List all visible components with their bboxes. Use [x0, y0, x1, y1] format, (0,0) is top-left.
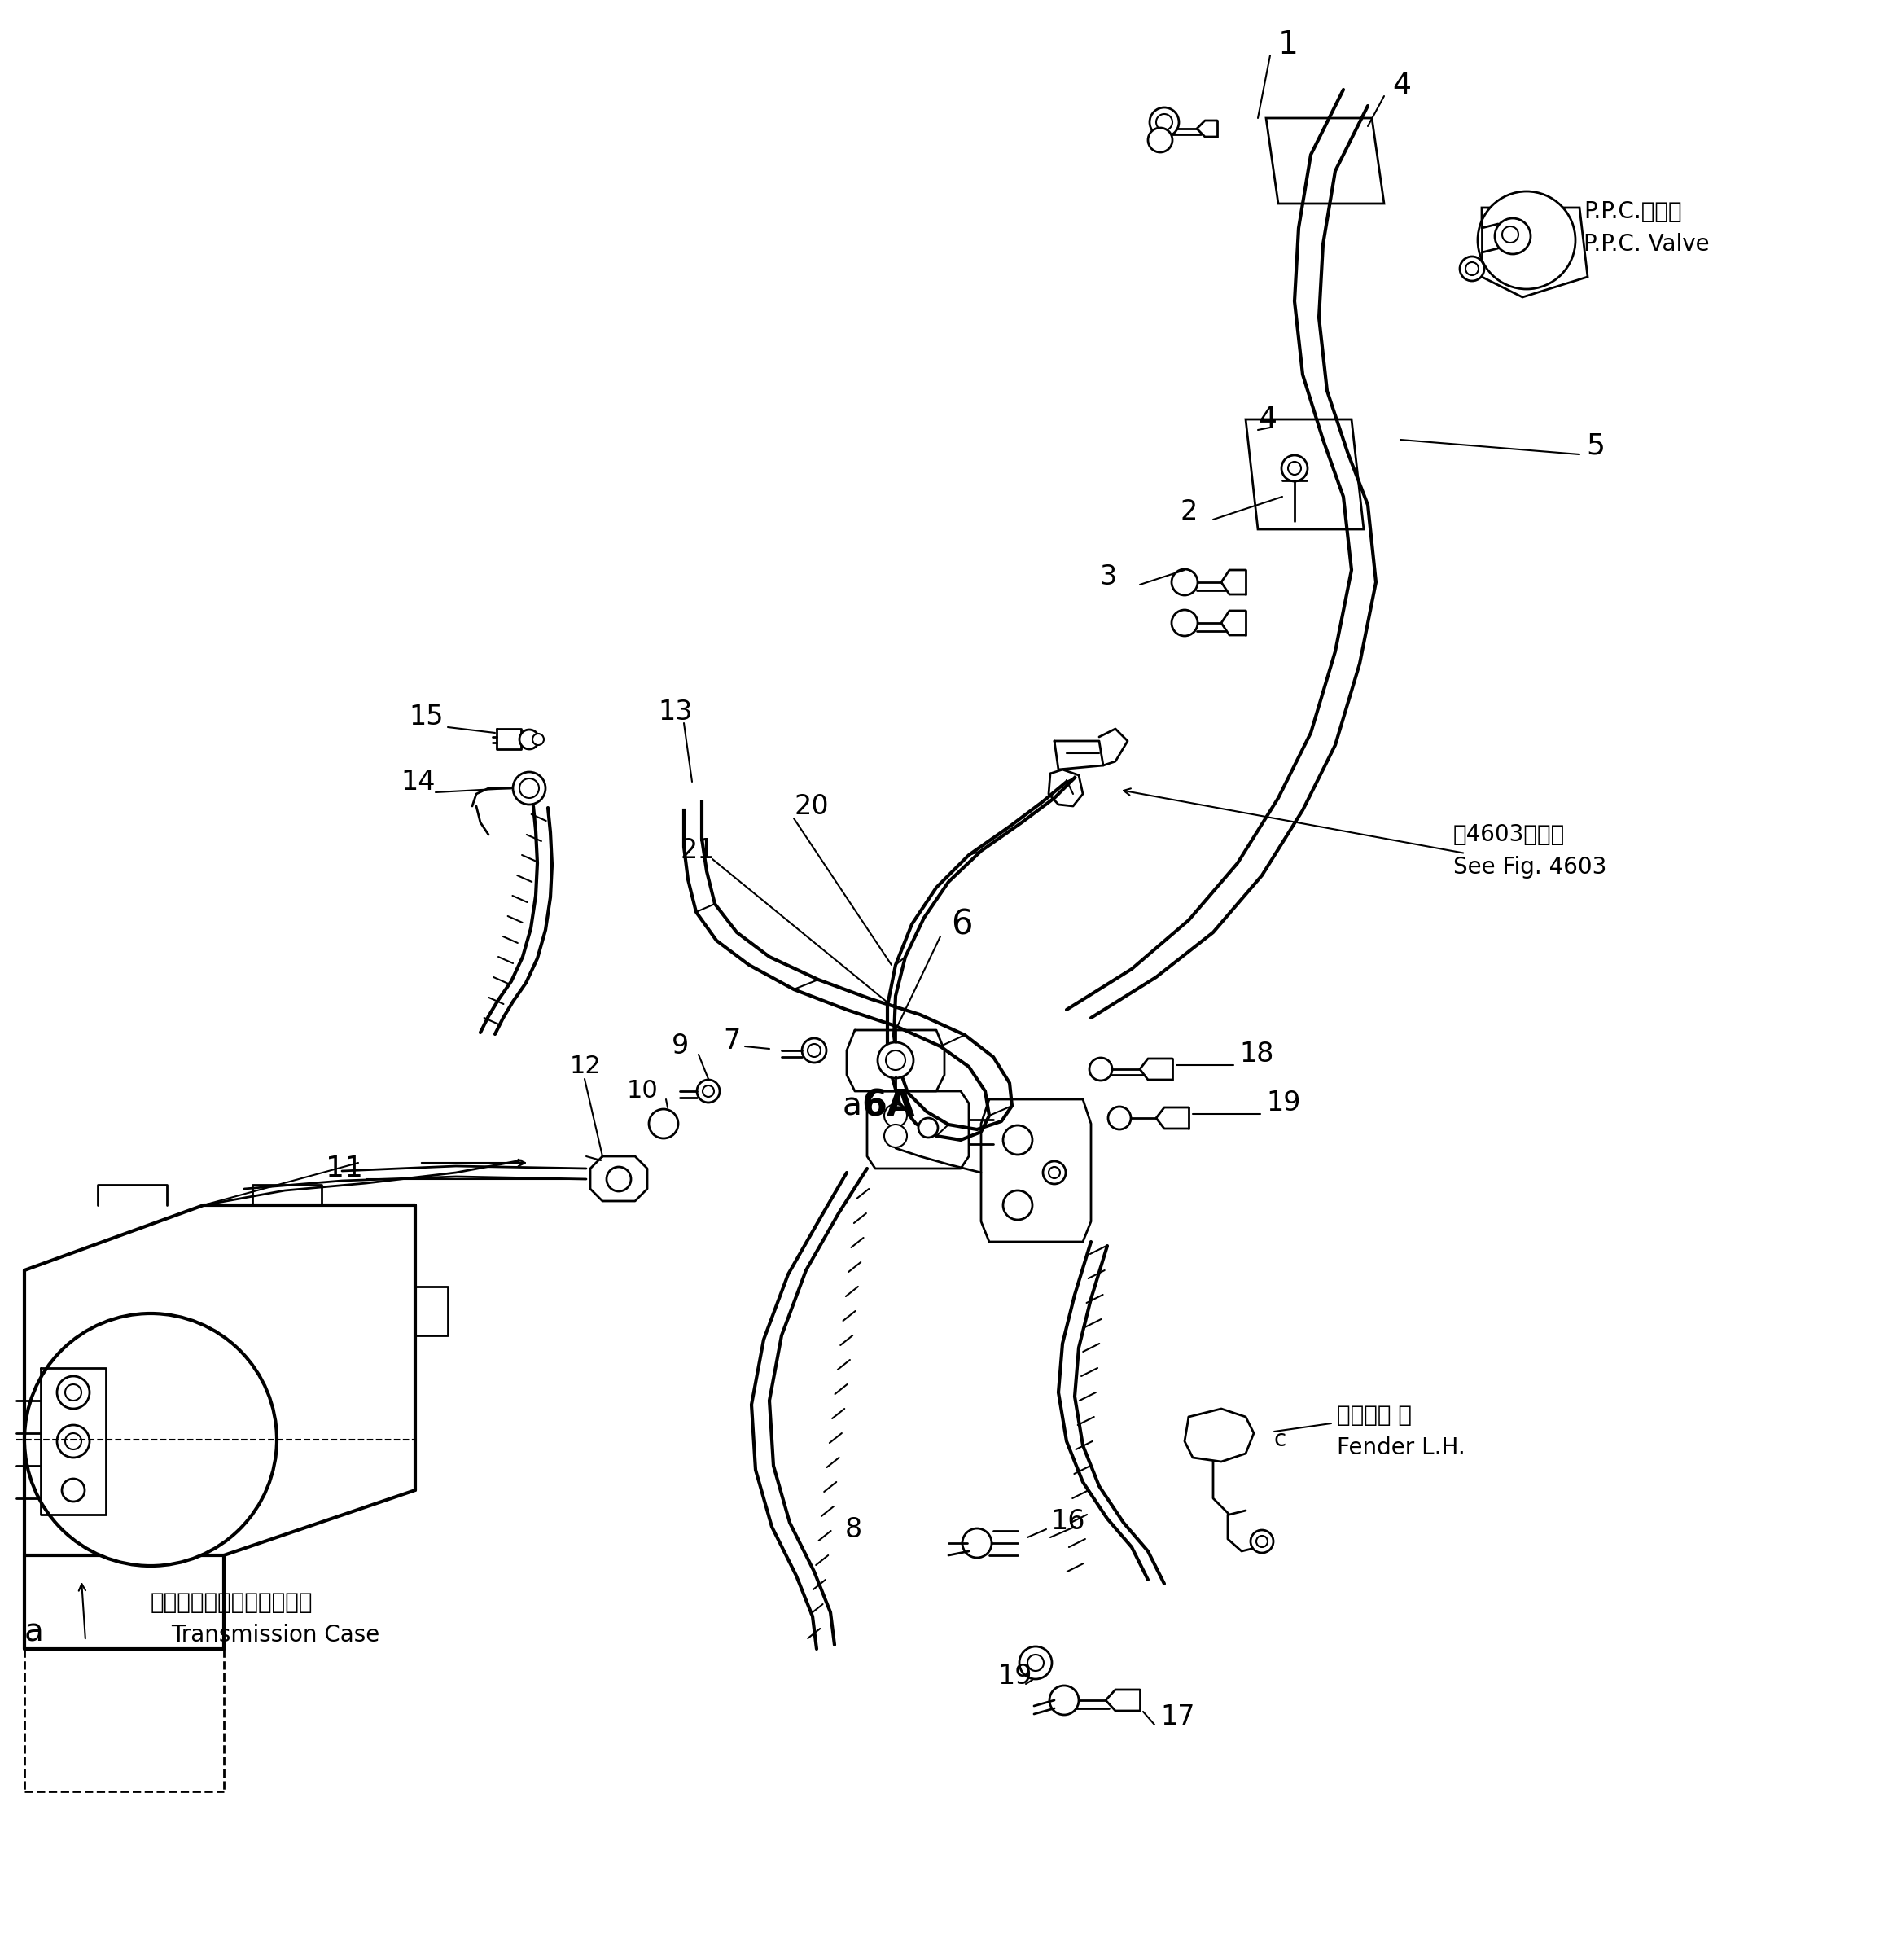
Circle shape — [1495, 218, 1531, 255]
Circle shape — [802, 1039, 827, 1062]
Text: See Fig. 4603: See Fig. 4603 — [1453, 857, 1607, 878]
Circle shape — [884, 1103, 907, 1127]
Circle shape — [1282, 455, 1307, 482]
Circle shape — [1466, 263, 1478, 274]
Circle shape — [962, 1529, 992, 1558]
Circle shape — [878, 1043, 914, 1078]
Text: a: a — [25, 1617, 44, 1648]
Circle shape — [1155, 114, 1172, 129]
Text: P.P.C. Valve: P.P.C. Valve — [1584, 233, 1709, 255]
Text: 4: 4 — [1392, 73, 1411, 100]
Text: 11: 11 — [326, 1154, 362, 1182]
Text: P.P.C.ハルブ: P.P.C.ハルブ — [1584, 200, 1683, 223]
Circle shape — [1004, 1125, 1032, 1154]
Text: 18: 18 — [1239, 1041, 1273, 1068]
Text: 6A: 6A — [861, 1088, 914, 1123]
Circle shape — [63, 1478, 85, 1501]
Circle shape — [57, 1425, 89, 1458]
Circle shape — [1049, 1166, 1060, 1178]
Circle shape — [25, 1313, 277, 1566]
Circle shape — [1004, 1190, 1032, 1219]
Circle shape — [512, 772, 546, 804]
Circle shape — [1150, 108, 1178, 137]
Circle shape — [64, 1433, 82, 1450]
Text: Fender L.H.: Fender L.H. — [1337, 1437, 1464, 1458]
Text: トランスミッションケース: トランスミッションケース — [150, 1592, 313, 1613]
Text: Transmission Case: Transmission Case — [171, 1623, 379, 1646]
Circle shape — [886, 1051, 905, 1070]
Text: 6: 6 — [950, 907, 973, 941]
Circle shape — [57, 1376, 89, 1409]
Text: 21: 21 — [679, 837, 715, 864]
Circle shape — [1288, 463, 1301, 474]
Text: 20: 20 — [793, 792, 829, 819]
Circle shape — [64, 1384, 82, 1401]
Text: 4: 4 — [1258, 406, 1277, 433]
Text: 8: 8 — [844, 1515, 863, 1543]
Text: 9: 9 — [672, 1033, 689, 1060]
Circle shape — [533, 733, 544, 745]
Text: 14: 14 — [400, 768, 434, 796]
Circle shape — [1019, 1646, 1053, 1680]
Text: 19: 19 — [1265, 1090, 1301, 1117]
Circle shape — [1172, 610, 1197, 635]
Circle shape — [918, 1117, 937, 1137]
Circle shape — [1043, 1160, 1066, 1184]
Circle shape — [884, 1125, 907, 1147]
Circle shape — [1256, 1537, 1267, 1546]
Circle shape — [1028, 1654, 1043, 1672]
Text: c: c — [1275, 1429, 1286, 1450]
Text: 12: 12 — [569, 1054, 601, 1078]
Text: 15: 15 — [408, 704, 444, 729]
Text: フェンダ 左: フェンダ 左 — [1337, 1403, 1411, 1427]
Text: 1: 1 — [1279, 29, 1298, 61]
Circle shape — [1049, 1686, 1079, 1715]
Circle shape — [1089, 1058, 1112, 1080]
Circle shape — [520, 778, 539, 798]
Circle shape — [1172, 568, 1197, 596]
Circle shape — [1148, 127, 1172, 153]
Text: 第4603図参照: 第4603図参照 — [1453, 823, 1565, 847]
Circle shape — [702, 1086, 713, 1098]
Text: 19: 19 — [998, 1662, 1032, 1690]
Text: 5: 5 — [1586, 433, 1605, 461]
Text: 16: 16 — [1051, 1507, 1085, 1535]
Text: a: a — [842, 1090, 861, 1121]
Circle shape — [1250, 1531, 1273, 1552]
Circle shape — [696, 1080, 719, 1103]
Circle shape — [1461, 257, 1483, 280]
Text: 13: 13 — [658, 700, 692, 725]
Text: 10: 10 — [626, 1080, 658, 1103]
Circle shape — [1108, 1107, 1131, 1129]
Circle shape — [808, 1045, 821, 1056]
Circle shape — [1478, 192, 1575, 288]
Circle shape — [520, 729, 539, 749]
Text: 7: 7 — [723, 1027, 740, 1054]
Circle shape — [649, 1109, 679, 1139]
Text: 3: 3 — [1098, 563, 1117, 590]
Circle shape — [1502, 225, 1518, 243]
Text: 2: 2 — [1180, 498, 1197, 525]
Circle shape — [607, 1166, 632, 1192]
Text: 17: 17 — [1161, 1703, 1195, 1731]
